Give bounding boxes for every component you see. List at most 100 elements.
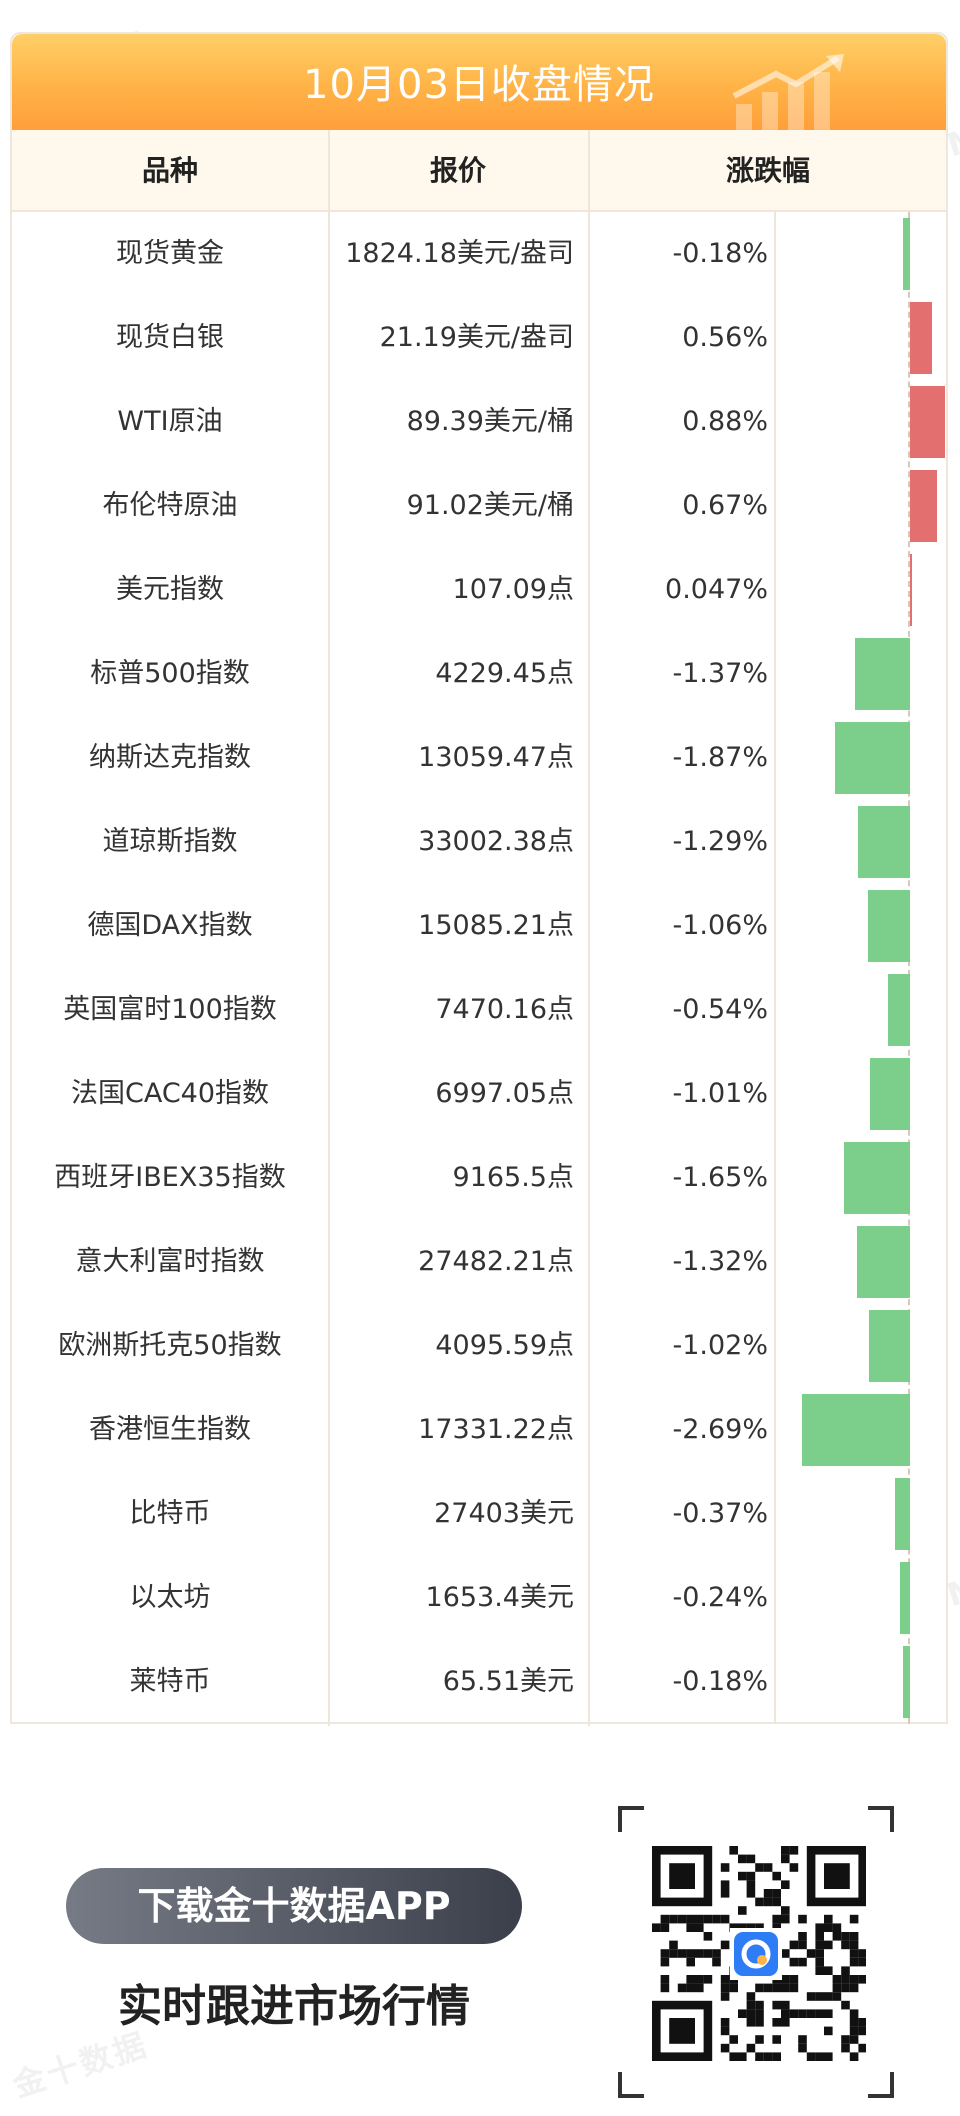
row-price: 89.39美元/桶 — [406, 406, 574, 437]
row-name: 香港恒生指数 — [89, 1414, 251, 1445]
row-change: -2.69% — [672, 1414, 768, 1445]
column-divider — [328, 130, 330, 1726]
row-price: 6997.05点 — [435, 1078, 574, 1109]
row-price: 65.51美元 — [442, 1666, 574, 1697]
row-name: 现货白银 — [116, 322, 224, 353]
row-name: 比特币 — [129, 1498, 211, 1529]
row-price: 91.02美元/桶 — [406, 490, 574, 521]
row-name: 意大利富时指数 — [75, 1246, 265, 1277]
row-price: 1653.4美元 — [425, 1582, 574, 1613]
change-bar — [869, 1310, 910, 1382]
qr-code-frame — [618, 1806, 894, 2098]
table-row: 美元指数 107.09点 0.047% — [12, 548, 946, 632]
row-price: 7470.16点 — [435, 994, 574, 1025]
row-change: -0.24% — [672, 1582, 768, 1613]
row-change: -0.54% — [672, 994, 768, 1025]
row-change: 0.047% — [665, 574, 768, 605]
row-name: 法国CAC40指数 — [70, 1078, 270, 1109]
change-bar — [844, 1142, 910, 1214]
table-row: 欧洲斯托克50指数 4095.59点 -1.02% — [12, 1304, 946, 1388]
frame-corner — [618, 2072, 644, 2098]
row-change: 0.67% — [682, 490, 768, 521]
row-change: -0.37% — [672, 1498, 768, 1529]
row-name: 现货黄金 — [116, 238, 224, 269]
row-change: -0.18% — [672, 238, 768, 269]
change-bar — [895, 1478, 910, 1550]
row-price: 33002.38点 — [418, 826, 574, 857]
row-change: -1.06% — [672, 910, 768, 941]
row-price: 15085.21点 — [418, 910, 574, 941]
row-name: 布伦特原油 — [102, 490, 238, 521]
table-row: 西班牙IBEX35指数 9165.5点 -1.65% — [12, 1136, 946, 1220]
change-bar — [902, 1646, 910, 1718]
table-row: 香港恒生指数 17331.22点 -2.69% — [12, 1388, 946, 1472]
column-header-price: 报价 — [429, 154, 486, 187]
change-bar — [910, 386, 946, 458]
column-divider — [774, 212, 776, 1724]
row-price: 9165.5点 — [452, 1162, 574, 1193]
table-row: 纳斯达克指数 13059.47点 -1.87% — [12, 716, 946, 800]
table-header: 品种 报价 涨跌幅 — [12, 130, 946, 212]
row-change: -1.37% — [672, 658, 768, 689]
row-name: 美元指数 — [116, 574, 224, 605]
row-change: -1.32% — [672, 1246, 768, 1277]
frame-corner — [618, 1806, 644, 1832]
change-bar — [857, 1226, 910, 1298]
row-name: 欧洲斯托克50指数 — [58, 1330, 282, 1361]
table-row: 布伦特原油 91.02美元/桶 0.67% — [12, 464, 946, 548]
row-name: 西班牙IBEX35指数 — [54, 1162, 286, 1193]
row-change: -1.65% — [672, 1162, 768, 1193]
table-row: 比特币 27403美元 -0.37% — [12, 1472, 946, 1556]
row-name: 道琼斯指数 — [102, 826, 238, 857]
table-row: 道琼斯指数 33002.38点 -1.29% — [12, 800, 946, 884]
row-price: 4095.59点 — [435, 1330, 574, 1361]
download-app-button[interactable]: 下载金十数据APP — [66, 1868, 522, 1944]
slogan-text: 实时跟进市场行情 — [118, 1981, 470, 2032]
column-header-change: 涨跌幅 — [725, 154, 810, 187]
market-close-card: 10月03日收盘情况 品种 报价 涨跌幅 现货黄金 1824.18美元/盎司 -0.… — [10, 32, 950, 1726]
frame-corner — [868, 2072, 894, 2098]
change-bar-chart — [776, 212, 950, 1724]
row-price: 17331.22点 — [418, 1414, 574, 1445]
table-row: 法国CAC40指数 6997.05点 -1.01% — [12, 1052, 946, 1136]
qr-code-icon[interactable] — [646, 1834, 866, 2070]
table-row: 以太坊 1653.4美元 -0.24% — [12, 1556, 946, 1640]
growth-chart-icon — [732, 54, 844, 130]
row-price: 21.19美元/盎司 — [379, 322, 574, 353]
page-title: 10月03日收盘情况 — [303, 62, 655, 108]
change-bar — [910, 302, 933, 374]
footer: 下载金十数据APP 实时跟进市场行情 — [0, 1740, 960, 2116]
row-change: 0.56% — [682, 322, 768, 353]
row-price: 27403美元 — [434, 1498, 574, 1529]
chart-zero-axis — [908, 212, 910, 1724]
column-divider — [588, 130, 590, 1726]
change-bar — [855, 638, 910, 710]
change-bar — [910, 554, 912, 626]
row-name: 以太坊 — [129, 1582, 211, 1613]
table-row: 英国富时100指数 7470.16点 -0.54% — [12, 968, 946, 1052]
row-price: 1824.18美元/盎司 — [345, 238, 574, 269]
row-price: 27482.21点 — [418, 1246, 574, 1277]
change-bar — [869, 1058, 910, 1130]
table-row: 标普500指数 4229.45点 -1.37% — [12, 632, 946, 716]
row-change: 0.88% — [682, 406, 768, 437]
table-row: 现货白银 21.19美元/盎司 0.56% — [12, 296, 946, 380]
row-change: -1.02% — [672, 1330, 768, 1361]
change-bar — [888, 974, 910, 1046]
change-bar — [835, 722, 910, 794]
table-row: 莱特币 65.51美元 -0.18% — [12, 1640, 946, 1724]
row-price: 4229.45点 — [435, 658, 574, 689]
table-row: 意大利富时指数 27482.21点 -1.32% — [12, 1220, 946, 1304]
row-name: 标普500指数 — [90, 658, 250, 689]
row-name: 纳斯达克指数 — [89, 742, 251, 773]
change-bar — [900, 1562, 910, 1634]
row-name: 英国富时100指数 — [63, 994, 277, 1025]
table-row: 德国DAX指数 15085.21点 -1.06% — [12, 884, 946, 968]
row-change: -1.01% — [672, 1078, 768, 1109]
table-row: 现货黄金 1824.18美元/盎司 -0.18% — [12, 212, 946, 296]
change-bar — [867, 890, 910, 962]
row-name: 莱特币 — [129, 1666, 211, 1697]
change-bar — [858, 806, 910, 878]
change-bar — [910, 470, 937, 542]
row-price: 107.09点 — [452, 574, 574, 605]
